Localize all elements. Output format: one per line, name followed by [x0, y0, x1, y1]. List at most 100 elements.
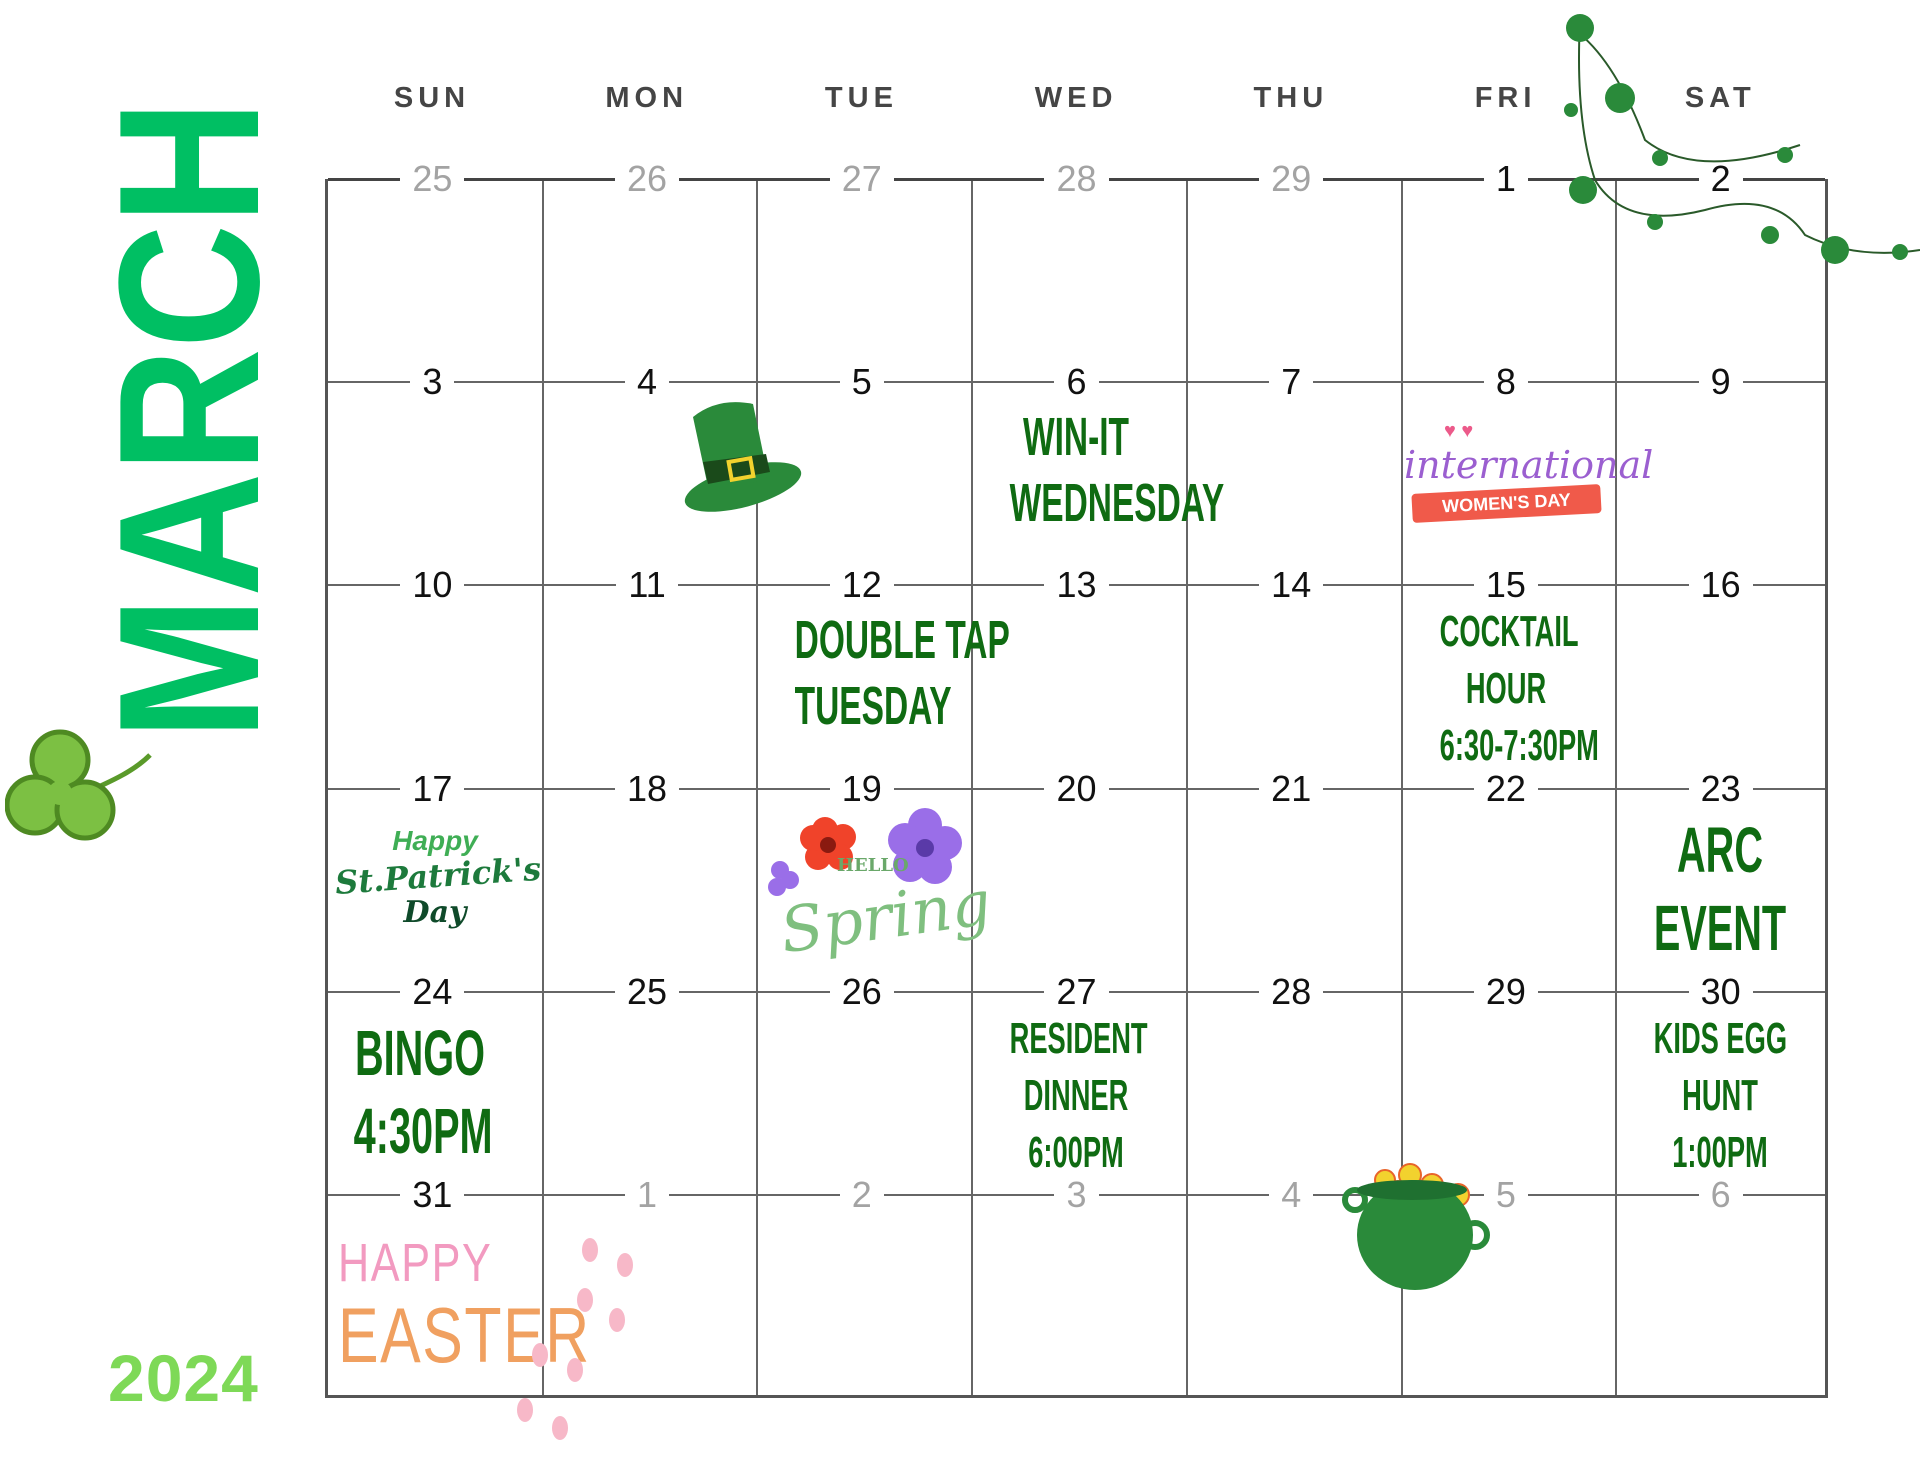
event-text-line: KIDS EGG — [1653, 1013, 1788, 1063]
date-cell[interactable]: 6 — [1032, 361, 1122, 403]
date-cell[interactable]: 13 — [1032, 564, 1122, 606]
date-cell[interactable]: 1 — [1461, 158, 1551, 199]
event-24[interactable]: BINGO 4:30PM — [313, 1014, 527, 1170]
event-text-line: 4:30PM — [353, 1094, 493, 1167]
date-cell[interactable]: 12 — [817, 564, 907, 606]
year-label: 2024 — [108, 1341, 259, 1415]
date-cell[interactable]: 30 — [1676, 970, 1766, 1012]
event-12[interactable]: DOUBLE TAP TUESDAY — [754, 607, 1011, 739]
event-27[interactable]: RESIDENT DINNER 6:00PM — [969, 1010, 1183, 1181]
date-number: 5 — [1483, 1173, 1528, 1215]
date-number: 13 — [1044, 564, 1109, 606]
date-cell[interactable]: 21 — [1246, 767, 1336, 809]
date-number: 6 — [1698, 1173, 1743, 1215]
date-number: 11 — [616, 564, 678, 606]
event-30[interactable]: KIDS EGG HUNT 1:00PM — [1613, 1010, 1827, 1181]
date-cell[interactable]: 28 — [1246, 970, 1336, 1012]
bunny-footprints-icon — [505, 1230, 645, 1455]
date-number: 9 — [1698, 361, 1743, 403]
date-number: 2 — [839, 1173, 884, 1215]
happy-easter-sticker: HAPPY EASTER — [338, 1232, 662, 1381]
date-number: 25 — [615, 970, 680, 1012]
date-cell[interactable]: 19 — [817, 767, 907, 809]
date-number: 16 — [1688, 564, 1753, 606]
date-number: 31 — [400, 1173, 465, 1215]
event-15[interactable]: COCKTAIL HOUR 6:30-7:30PM — [1399, 603, 1613, 774]
shamrock-icon — [4, 715, 155, 870]
grid-column-line — [1400, 179, 1403, 1395]
event-text-line: HOUR — [1465, 664, 1546, 714]
womens-day-sticker: ♥ ♥ international WOMEN'S DAY — [1404, 420, 1653, 550]
weekday-tue: TUE — [824, 82, 898, 114]
event-text-line: BINGO — [354, 1016, 486, 1089]
date-cell[interactable]: 10 — [387, 564, 477, 606]
date-cell[interactable]: 17 — [387, 767, 477, 809]
date-number: 8 — [1483, 361, 1528, 403]
womens-day-line2: WOMEN'S DAY — [1411, 484, 1602, 523]
date-number: 2 — [1698, 158, 1743, 199]
date-cell[interactable]: 3 — [1032, 1173, 1122, 1215]
weekday-fri: FRI — [1474, 82, 1537, 114]
date-number: 14 — [1259, 564, 1324, 606]
date-cell[interactable]: 2 — [817, 1173, 907, 1215]
date-cell[interactable]: 22 — [1461, 767, 1551, 809]
date-cell[interactable]: 31 — [387, 1173, 477, 1215]
date-cell[interactable]: 11 — [602, 564, 692, 606]
date-cell[interactable]: 5 — [1461, 1173, 1551, 1215]
date-cell[interactable]: 26 — [602, 158, 692, 199]
date-number: 3 — [410, 361, 455, 403]
date-number: 12 — [829, 564, 894, 606]
event-6[interactable]: WIN-IT WEDNESDAY — [969, 404, 1225, 536]
date-cell[interactable]: 8 — [1461, 361, 1551, 403]
date-cell[interactable]: 29 — [1246, 158, 1336, 199]
date-cell[interactable]: 18 — [602, 767, 692, 809]
date-number: 15 — [1473, 564, 1538, 606]
date-cell[interactable]: 5 — [817, 361, 907, 403]
date-number: 28 — [1259, 970, 1324, 1012]
grid-column-line — [1185, 179, 1188, 1395]
happy-easter-line2: EASTER — [338, 1291, 591, 1379]
month-title-text: MARCH — [100, 100, 270, 740]
date-number: 6 — [1054, 361, 1099, 403]
weekday-mon: MON — [605, 82, 689, 114]
hello-spring-line1: HELLO — [837, 855, 909, 876]
date-cell[interactable]: 23 — [1676, 767, 1766, 809]
date-cell[interactable]: 3 — [387, 361, 477, 403]
weekday-thu: THU — [1253, 82, 1329, 114]
date-number: 26 — [615, 158, 680, 199]
date-cell[interactable]: 6 — [1676, 1173, 1766, 1215]
date-number: 4 — [625, 361, 670, 403]
date-cell[interactable]: 29 — [1461, 970, 1551, 1012]
date-cell[interactable]: 27 — [817, 158, 907, 199]
date-cell[interactable]: 24 — [387, 970, 477, 1012]
date-cell[interactable]: 1 — [602, 1173, 692, 1215]
date-cell[interactable]: 4 — [1246, 1173, 1336, 1215]
shamrock-vine-decoration — [1555, 0, 1920, 280]
pot-of-gold-icon — [1340, 1160, 1490, 1305]
event-text-line: HUNT — [1682, 1070, 1759, 1120]
event-23[interactable]: ARC EVENT — [1613, 811, 1827, 967]
date-cell[interactable]: 7 — [1246, 361, 1336, 403]
date-cell[interactable]: 27 — [1032, 970, 1122, 1012]
event-text-line: 6:00PM — [1028, 1127, 1124, 1177]
date-cell[interactable]: 26 — [817, 970, 907, 1012]
date-cell[interactable]: 20 — [1032, 767, 1122, 809]
date-cell[interactable]: 4 — [602, 361, 692, 403]
date-cell[interactable]: 14 — [1246, 564, 1336, 606]
event-text-line: WEDNESDAY — [1009, 473, 1225, 534]
date-cell[interactable]: 2 — [1676, 158, 1766, 199]
date-number: 24 — [400, 970, 465, 1012]
date-cell[interactable]: 25 — [602, 970, 692, 1012]
date-cell[interactable]: 25 — [387, 158, 477, 199]
date-number: 1 — [1483, 158, 1528, 199]
date-cell[interactable]: 16 — [1676, 564, 1766, 606]
date-cell[interactable]: 28 — [1032, 158, 1122, 199]
date-number: 19 — [829, 767, 894, 809]
event-text-line: DOUBLE TAP — [795, 610, 1011, 671]
date-cell[interactable]: 9 — [1676, 361, 1766, 403]
date-number: 20 — [1044, 767, 1109, 809]
st-patricks-line3: Day — [403, 895, 467, 930]
grid-column-line — [1615, 179, 1618, 1395]
date-cell[interactable]: 15 — [1461, 564, 1551, 606]
date-number: 27 — [829, 158, 894, 199]
